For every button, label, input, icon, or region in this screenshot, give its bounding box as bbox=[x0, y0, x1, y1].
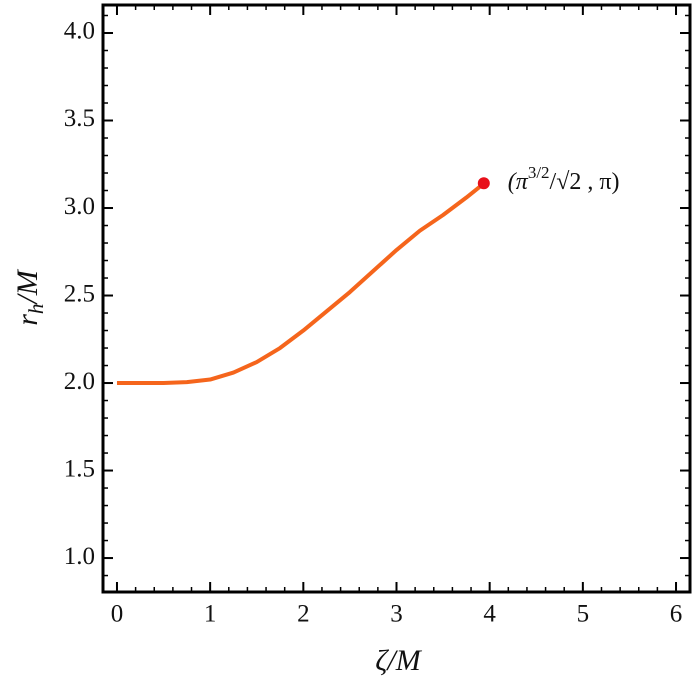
x-tick-label: 1 bbox=[204, 601, 217, 628]
plot-frame bbox=[101, 3, 692, 594]
y-tick-label: 4.0 bbox=[64, 18, 95, 45]
y-tick-label: 2.0 bbox=[64, 368, 95, 395]
x-tick-label: 2 bbox=[297, 601, 310, 628]
x-tick-label: 5 bbox=[577, 601, 590, 628]
y-tick-label: 3.5 bbox=[64, 105, 95, 132]
point-annotation: (π3/2/√2 , π) bbox=[508, 163, 620, 195]
y-tick-label: 2.5 bbox=[64, 280, 95, 307]
curve bbox=[116, 181, 486, 386]
end-point bbox=[477, 177, 490, 190]
y-tick-label: 1.0 bbox=[64, 543, 95, 570]
y-axis-label: rh/M bbox=[11, 268, 48, 326]
annotation-part: 3/2 bbox=[528, 163, 550, 182]
annotation-part: (π bbox=[508, 169, 529, 195]
x-axis-label: ζ/M bbox=[375, 644, 422, 677]
y-tick-label: 3.0 bbox=[64, 193, 95, 220]
x-tick-label: 3 bbox=[390, 601, 403, 628]
x-tick-label: 4 bbox=[483, 601, 496, 628]
x-tick-label: 6 bbox=[670, 601, 683, 628]
y-tick-label: 1.5 bbox=[64, 455, 95, 482]
annotation-part: /√2 , π) bbox=[550, 169, 620, 195]
x-tick-label: 0 bbox=[111, 601, 124, 628]
